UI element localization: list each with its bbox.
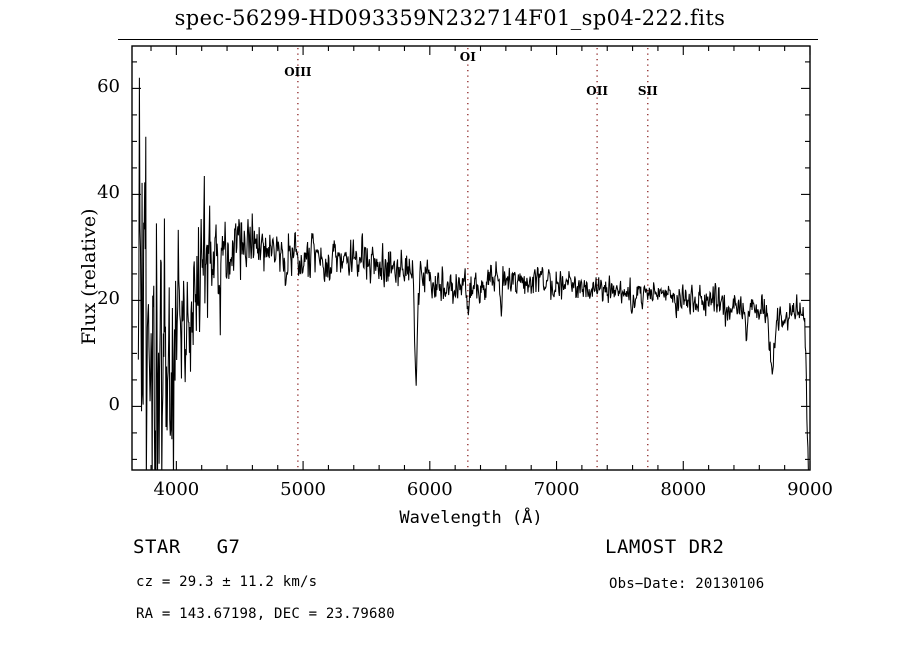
page-title: spec-56299-HD093359N232714F01_sp04-222.f… — [174, 6, 726, 30]
line-marker-label-oii: OII — [586, 84, 608, 98]
y-tick-label: 20 — [97, 288, 120, 310]
survey-label: LAMOST DR2 — [605, 536, 725, 558]
coordinates: RA = 143.67198, DEC = 23.79680 — [136, 606, 395, 622]
obs-date: Obs−Date: 20130106 — [609, 576, 765, 592]
line-marker-label-oi: OI — [459, 50, 476, 64]
y-tick-label: 40 — [97, 182, 120, 204]
x-tick-label: 4000 — [153, 479, 200, 500]
object-type: STAR — [133, 536, 181, 558]
line-marker-label-oiii: OIII — [284, 65, 312, 79]
plot-frame — [131, 45, 811, 471]
y-tick-label: 0 — [108, 394, 120, 416]
x-axis-label: Wavelength (Å) — [399, 508, 543, 528]
x-tick-label: 9000 — [787, 479, 833, 500]
title-underline — [118, 39, 818, 40]
y-axis-label: Flux (relative) — [78, 208, 100, 346]
x-tick-label: 5000 — [280, 479, 326, 500]
spectral-class: G7 — [216, 536, 241, 558]
line-marker-label-sii: SII — [637, 84, 658, 98]
y-tick-label: 60 — [97, 76, 120, 98]
object-type-label: STAR G7 — [133, 536, 240, 558]
redshift-velocity: cz = 29.3 ± 11.2 km/s — [136, 574, 318, 590]
axis-ticks — [132, 46, 811, 470]
x-tick-label: 6000 — [406, 479, 453, 500]
x-tick-label: 7000 — [533, 479, 580, 500]
spectrum-trace — [137, 77, 809, 470]
x-tick-label: 8000 — [660, 479, 707, 500]
